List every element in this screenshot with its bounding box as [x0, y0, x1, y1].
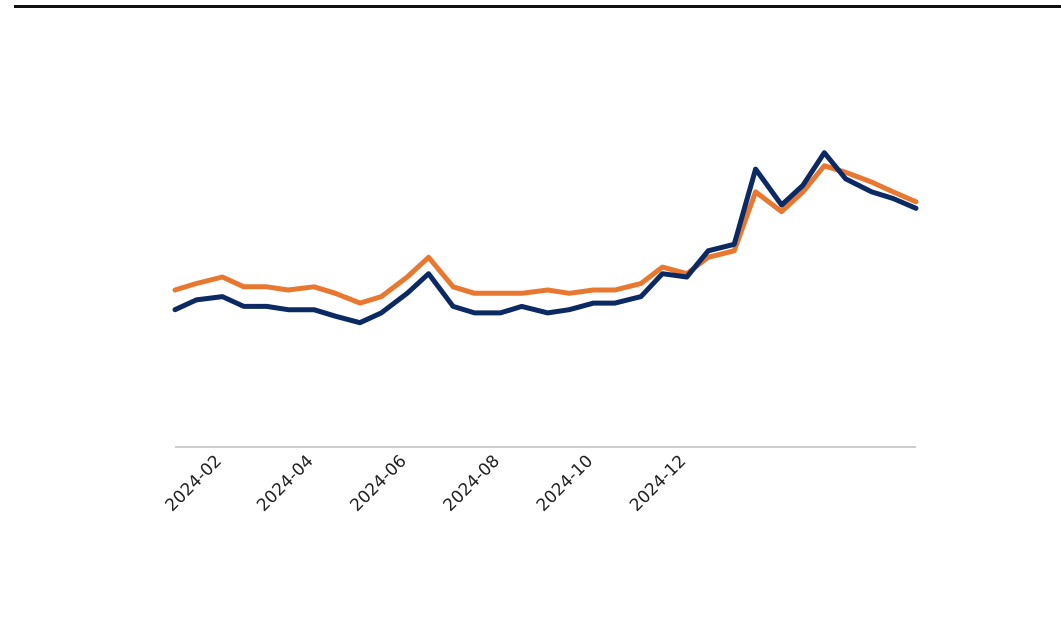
x-tick-label: 2024-02: [162, 451, 226, 515]
series-layer: [172, 150, 919, 326]
x-tick-label: 2024-10: [533, 451, 597, 515]
series-line-2: [172, 150, 919, 326]
x-tick-labels: 2024-02 2024-04 2024-06 2024-08 2024-10 2024-…: [162, 451, 691, 515]
top-border-rule: [14, 5, 1061, 8]
x-tick-label: 2024-04: [253, 451, 317, 515]
series-line-1: [172, 163, 919, 306]
x-tick-label: 2024-06: [346, 451, 410, 515]
x-tick-label: 2024-12: [626, 451, 690, 515]
x-tick-label: 2024-08: [440, 451, 504, 515]
